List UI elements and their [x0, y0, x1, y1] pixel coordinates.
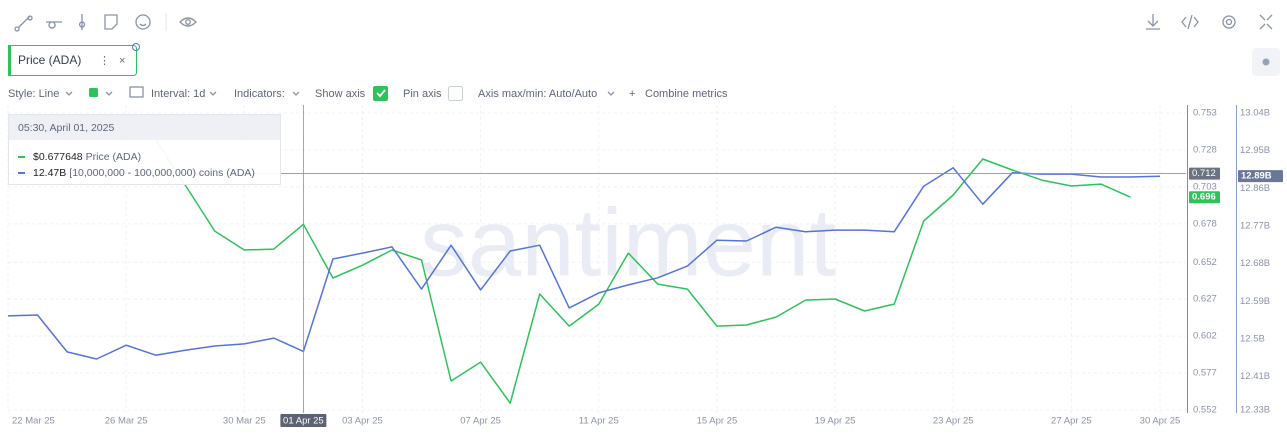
- tooltip-title: 05:30, April 01, 2025: [18, 122, 114, 134]
- y2-tick-label: 13.04B: [1240, 108, 1270, 119]
- tooltip-header: [9, 115, 280, 140]
- y-tick-label: 0.703: [1193, 181, 1217, 192]
- y2-tick-label: 12.41B: [1240, 371, 1270, 382]
- crosshair-y-label: 0.712: [1192, 168, 1216, 179]
- control[interactable]: Pin axis: [403, 88, 442, 100]
- crosshair-x-label: 01 Apr 25: [283, 416, 324, 427]
- control[interactable]: Style: Line: [8, 88, 59, 100]
- y-tick-label: 0.627: [1193, 294, 1217, 305]
- x-tick-label: 23 Apr 25: [933, 416, 974, 427]
- tooltip-value: $0.677648: [33, 151, 83, 163]
- y-tick-label: 0.577: [1193, 368, 1217, 379]
- y2-tick-label: 12.86B: [1240, 183, 1270, 194]
- control[interactable]: Indicators:: [234, 88, 285, 100]
- x-tick-label: 11 Apr 25: [579, 416, 619, 427]
- y2-tick-label: 12.77B: [1240, 220, 1270, 231]
- y-tick-label: 0.602: [1193, 331, 1217, 342]
- last-value-badge: [1189, 191, 1220, 204]
- x-tick-label: 07 Apr 25: [460, 416, 501, 427]
- y2-tick-label: 12.59B: [1240, 296, 1270, 307]
- x-tick-label: 15 Apr 25: [697, 416, 738, 427]
- x-tick-label: 19 Apr 25: [815, 416, 856, 427]
- series-line: [8, 167, 1161, 360]
- y-tick-label: 0.753: [1193, 108, 1217, 119]
- tooltip-value: 12.47B: [33, 167, 66, 179]
- metric-tag[interactable]: Price (ADA) ⋮ ×: [8, 43, 140, 77]
- control[interactable]: +: [629, 88, 635, 100]
- crosshair-x-badge: [280, 414, 327, 427]
- x-tick-label: 30 Apr 25: [1140, 416, 1181, 427]
- x-tick-label: 26 Mar 25: [105, 416, 148, 427]
- last-value-label: 0.696: [1192, 192, 1216, 203]
- control[interactable]: Show axis: [315, 88, 366, 100]
- y2-tick-label: 12.33B: [1240, 405, 1270, 416]
- y-tick-label: 0.652: [1193, 257, 1217, 268]
- control[interactable]: Interval: 1d: [151, 88, 205, 100]
- x-tick-label: 03 Apr 25: [342, 416, 383, 427]
- drawing-tools[interactable]: [14, 13, 197, 32]
- y2-tick-label: 12.95B: [1240, 145, 1270, 156]
- controls[interactable]: Style: Line Interval: 1d Indicators: Sho…: [8, 86, 728, 101]
- y2-tick-label: 12.5B: [1240, 333, 1265, 344]
- y-tick-label: 0.728: [1193, 144, 1217, 155]
- last-value-label: 12.89B: [1241, 171, 1272, 182]
- x-tick-label: 27 Apr 25: [1051, 416, 1092, 427]
- x-tick-label: 30 Mar 25: [223, 416, 266, 427]
- series-line: [155, 139, 1131, 404]
- metric-name: Price (ADA): [18, 53, 81, 67]
- top-right-actions[interactable]: [1146, 14, 1280, 76]
- y-tick-label: 0.552: [1193, 405, 1217, 416]
- last-value-badge: [1238, 170, 1283, 183]
- legend-label: [10,000,000 - 100,000,000) coins (ADA): [69, 167, 255, 179]
- control[interactable]: Combine metrics: [645, 88, 728, 100]
- x-tick-label: 22 Mar 25: [12, 416, 55, 427]
- control[interactable]: Axis max/min: Auto/Auto: [478, 88, 597, 100]
- y-tick-label: 0.678: [1193, 218, 1217, 229]
- watermark: santiment: [420, 189, 836, 296]
- menu-dots[interactable]: ⋮: [99, 55, 110, 67]
- y2-tick-label: 12.68B: [1240, 258, 1270, 269]
- close[interactable]: ×: [119, 55, 125, 67]
- crosshair-y-badge: [1189, 167, 1220, 180]
- legend-label: Price (ADA): [86, 151, 141, 163]
